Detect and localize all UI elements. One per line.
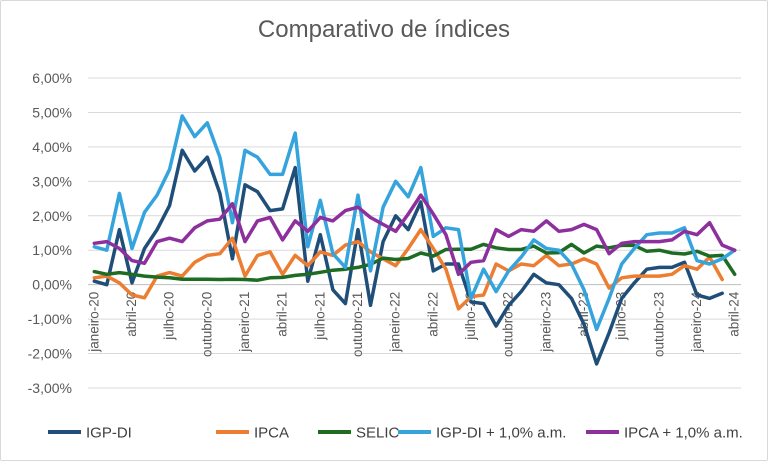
y-tick-label: 2,00% [32, 208, 72, 224]
series-line [92, 242, 737, 282]
x-tick-label: abril-20 [124, 292, 139, 337]
legend-label: IGP-DI [86, 425, 132, 442]
x-tick-label: janeiro-22 [388, 292, 403, 353]
x-tick-label: julho-23 [614, 292, 629, 341]
x-axis-tick-labels: janeiro-20 abril-20 julho-20 outubro-20 jane… [86, 291, 741, 357]
legend-label: IPCA + 1,0% a.m. [624, 425, 743, 442]
x-tick-label: outubro-20 [199, 292, 214, 357]
x-tick-label: julho-21 [312, 292, 327, 341]
x-tick-label: outubro-22 [501, 292, 516, 357]
legend-label: IPCA [254, 425, 289, 442]
x-tick-label: outubro-23 [651, 292, 666, 357]
x-tick-label: janeiro-23 [538, 292, 553, 353]
y-tick-label: 4,00% [32, 139, 72, 155]
series-lines [92, 114, 737, 366]
series-line [92, 114, 737, 332]
legend-label: SELIC [356, 425, 400, 442]
y-tick-label: 3,00% [32, 173, 72, 189]
y-tick-label: -3,00% [28, 380, 72, 396]
y-tick-label: -1,00% [28, 311, 72, 327]
series-line [92, 227, 724, 311]
x-tick-label: julho-20 [162, 292, 177, 341]
x-tick-label: janeiro-20 [86, 292, 101, 353]
y-tick-label: 6,00% [32, 70, 72, 86]
series-line [92, 193, 737, 277]
x-tick-label: abril-22 [425, 292, 440, 337]
chart-title: Comparativo de índices [257, 16, 511, 43]
x-tick-label: janeiro-21 [237, 292, 252, 353]
series-line [92, 148, 724, 366]
x-tick-label: janeiro-24 [689, 291, 704, 353]
x-tick-label: abril-24 [727, 291, 742, 337]
y-axis-tick-labels: 6,00% 5,00% 4,00% 3,00% 2,00% 1,00% 0,00% -1,00… [28, 70, 72, 396]
x-tick-label: abril-21 [275, 292, 290, 337]
y-tick-label: -2,00% [28, 346, 72, 362]
legend-label: IGP-DI + 1,0% a.m. [436, 425, 566, 442]
y-tick-label: 0,00% [32, 277, 72, 293]
x-tick-label: outubro-21 [350, 292, 365, 357]
y-tick-label: 5,00% [32, 104, 72, 120]
y-tick-label: 1,00% [32, 242, 72, 258]
legend: IGP-DI IPCA SELIC IGP-DI + 1,0% a.m. IPCA + … [48, 425, 743, 442]
